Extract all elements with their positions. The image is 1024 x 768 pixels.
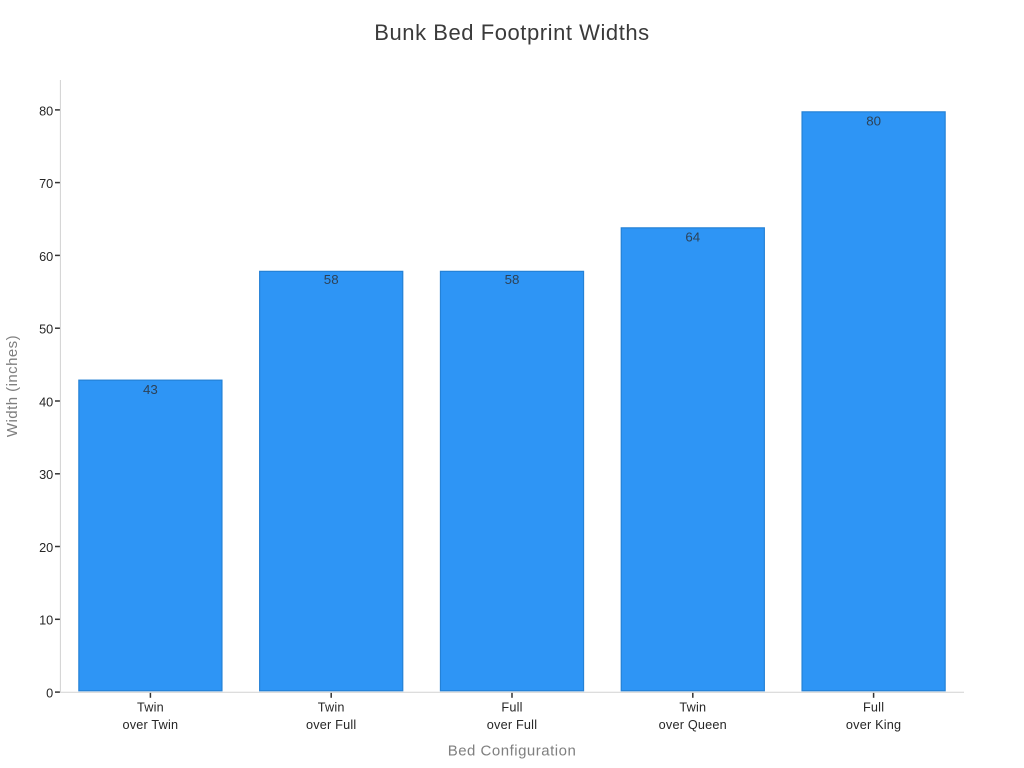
svg-text:over Full: over Full xyxy=(306,718,356,732)
svg-text:Bed Configuration: Bed Configuration xyxy=(448,742,577,759)
svg-text:58: 58 xyxy=(505,272,520,287)
svg-text:80: 80 xyxy=(866,113,881,128)
svg-text:Full: Full xyxy=(863,701,884,715)
svg-text:0: 0 xyxy=(46,687,53,701)
svg-text:over Twin: over Twin xyxy=(122,718,178,732)
svg-text:10: 10 xyxy=(39,614,53,628)
svg-text:40: 40 xyxy=(39,395,53,409)
svg-text:over Queen: over Queen xyxy=(659,718,727,732)
svg-text:Width (inches): Width (inches) xyxy=(4,335,21,437)
svg-text:64: 64 xyxy=(685,229,700,244)
svg-text:Twin: Twin xyxy=(679,701,706,715)
svg-text:70: 70 xyxy=(39,177,53,191)
svg-text:over King: over King xyxy=(846,718,901,732)
svg-text:Twin: Twin xyxy=(318,701,345,715)
svg-text:60: 60 xyxy=(39,250,53,264)
svg-text:30: 30 xyxy=(39,468,53,482)
svg-text:Full: Full xyxy=(501,701,522,715)
svg-text:80: 80 xyxy=(39,104,53,118)
svg-text:20: 20 xyxy=(39,541,53,555)
svg-text:50: 50 xyxy=(39,323,53,337)
svg-text:Bunk Bed Footprint Widths: Bunk Bed Footprint Widths xyxy=(374,20,649,45)
svg-text:43: 43 xyxy=(143,382,158,397)
svg-text:58: 58 xyxy=(324,272,339,287)
svg-text:over Full: over Full xyxy=(487,718,537,732)
svg-text:Twin: Twin xyxy=(137,701,164,715)
